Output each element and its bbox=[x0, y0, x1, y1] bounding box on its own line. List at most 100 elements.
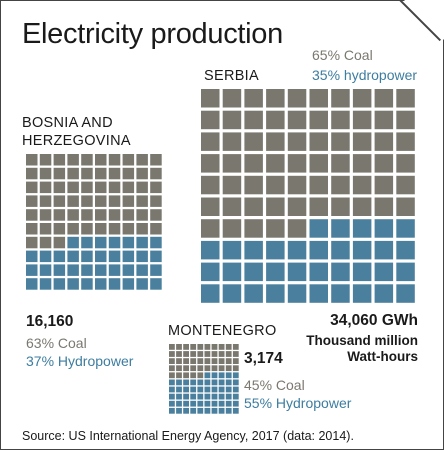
serbia-coal-cell bbox=[201, 110, 220, 130]
montenegro-hydro-cell bbox=[204, 400, 211, 407]
montenegro-coal-cell bbox=[183, 351, 189, 357]
bosnia-hydro-cell bbox=[81, 264, 93, 276]
bosnia-hydro-cell bbox=[81, 278, 93, 290]
montenegro-hydro-cell bbox=[176, 400, 182, 407]
montenegro-hydro-cell bbox=[211, 386, 218, 393]
bosnia-coal-cell bbox=[150, 181, 162, 194]
montenegro-coal-cell bbox=[225, 365, 232, 372]
serbia-coal-cell bbox=[222, 219, 242, 238]
bosnia-coal-cell bbox=[26, 209, 38, 221]
montenegro-hydro-cell bbox=[204, 386, 211, 393]
bosnia-coal-cell bbox=[26, 223, 38, 235]
bosnia-coal-cell bbox=[150, 195, 162, 207]
montenegro-hydro-cell bbox=[169, 379, 175, 386]
montenegro-hydro-cell bbox=[197, 400, 204, 407]
serbia-hydro-cell bbox=[352, 219, 372, 238]
bosnia-hydro-cell bbox=[150, 278, 162, 290]
serbia-hydro-label: 35% hydropower bbox=[312, 67, 418, 83]
serbia-hydro-cell bbox=[266, 262, 285, 282]
bosnia-coal-cell bbox=[150, 209, 162, 221]
bosnia-coal-cell bbox=[39, 167, 52, 180]
serbia-coal-cell bbox=[374, 175, 394, 195]
serbia-hydro-cell bbox=[374, 219, 394, 238]
bosnia-coal-cell bbox=[53, 181, 66, 194]
montenegro-coal-cell bbox=[190, 358, 197, 364]
bosnia-coal-cell bbox=[67, 209, 79, 221]
serbia-coal-cell bbox=[331, 175, 350, 195]
bosnia-coal-cell bbox=[95, 181, 107, 194]
serbia-coal-cell bbox=[396, 175, 415, 195]
unit-line-1: Thousand million bbox=[306, 333, 418, 348]
montenegro-hydro-cell bbox=[190, 400, 197, 407]
serbia-coal-cell bbox=[374, 154, 394, 173]
montenegro-coal-cell bbox=[183, 372, 189, 379]
serbia-hydro-cell bbox=[396, 219, 415, 238]
serbia-coal-cell bbox=[396, 197, 415, 216]
bosnia-coal-cell bbox=[122, 223, 135, 235]
montenegro-coal-cell bbox=[211, 365, 218, 372]
bosnia-coal-cell bbox=[150, 154, 162, 166]
bosnia-coal-cell bbox=[108, 223, 121, 235]
montenegro-coal-cell bbox=[197, 344, 204, 350]
serbia-coal-cell bbox=[352, 197, 372, 216]
montenegro-coal-cell bbox=[176, 344, 182, 350]
serbia-hydro-cell bbox=[331, 219, 350, 238]
montenegro-hydro-cell bbox=[197, 379, 204, 386]
bosnia-hydro-cell bbox=[53, 278, 66, 290]
bosnia-coal-cell bbox=[67, 154, 79, 166]
montenegro-hydro-cell bbox=[211, 393, 218, 400]
serbia-hydro-cell bbox=[201, 262, 220, 282]
montenegro-coal-cell bbox=[190, 344, 197, 350]
bosnia-coal-cell bbox=[53, 154, 66, 166]
bosnia-hydro-cell bbox=[26, 264, 38, 276]
serbia-coal-cell bbox=[266, 132, 285, 151]
bosnia-hydro-cell bbox=[136, 278, 148, 290]
serbia-coal-cell bbox=[331, 110, 350, 130]
montenegro-hydro-cell bbox=[225, 379, 232, 386]
montenegro-coal-cell bbox=[232, 358, 239, 364]
chart-title: Electricity production bbox=[22, 18, 283, 50]
bosnia-coal-cell bbox=[108, 195, 121, 207]
bosnia-hydro-cell bbox=[122, 264, 135, 276]
serbia-coal-label: 65% Coal bbox=[312, 47, 373, 63]
montenegro-coal-cell bbox=[232, 344, 239, 350]
serbia-name: SERBIA bbox=[204, 68, 259, 84]
serbia-coal-cell bbox=[287, 219, 307, 238]
montenegro-hydro-cell bbox=[169, 393, 175, 400]
serbia-hydro-cell bbox=[331, 262, 350, 282]
montenegro-hydro-cell bbox=[211, 400, 218, 407]
montenegro-hydro-cell bbox=[232, 372, 239, 379]
bosnia-coal-cell bbox=[95, 154, 107, 166]
bosnia-coal-cell bbox=[53, 167, 66, 180]
bosnia-coal-cell bbox=[53, 223, 66, 235]
bosnia-waffle bbox=[26, 154, 162, 290]
montenegro-hydro-cell bbox=[183, 400, 189, 407]
montenegro-hydro-cell bbox=[197, 386, 204, 393]
bosnia-coal-cell bbox=[53, 236, 66, 249]
bosnia-coal-cell bbox=[81, 223, 93, 235]
serbia-hydro-cell bbox=[309, 284, 328, 303]
bosnia-coal-cell bbox=[67, 181, 79, 194]
bosnia-hydro-cell bbox=[53, 264, 66, 276]
serbia-coal-cell bbox=[266, 154, 285, 173]
montenegro-hydro-cell bbox=[218, 393, 225, 400]
serbia-coal-cell bbox=[309, 197, 328, 216]
bosnia-hydro-label: 37% Hydropower bbox=[26, 353, 134, 369]
bosnia-hydro-cell bbox=[26, 250, 38, 263]
montenegro-coal-cell bbox=[176, 365, 182, 372]
serbia-coal-cell bbox=[352, 89, 372, 108]
bosnia-coal-cell bbox=[108, 209, 121, 221]
serbia-hydro-cell bbox=[287, 284, 307, 303]
serbia-hydro-cell bbox=[331, 284, 350, 303]
montenegro-hydro-cell bbox=[176, 386, 182, 393]
serbia-coal-cell bbox=[309, 110, 328, 130]
serbia-hydro-cell bbox=[244, 262, 263, 282]
bosnia-coal-cell bbox=[39, 236, 52, 249]
montenegro-coal-cell bbox=[190, 351, 197, 357]
bosnia-coal-label: 63% Coal bbox=[26, 335, 87, 351]
bosnia-coal-cell bbox=[150, 167, 162, 180]
serbia-coal-cell bbox=[244, 219, 263, 238]
serbia-coal-cell bbox=[331, 154, 350, 173]
bosnia-coal-cell bbox=[39, 181, 52, 194]
bosnia-coal-cell bbox=[67, 167, 79, 180]
